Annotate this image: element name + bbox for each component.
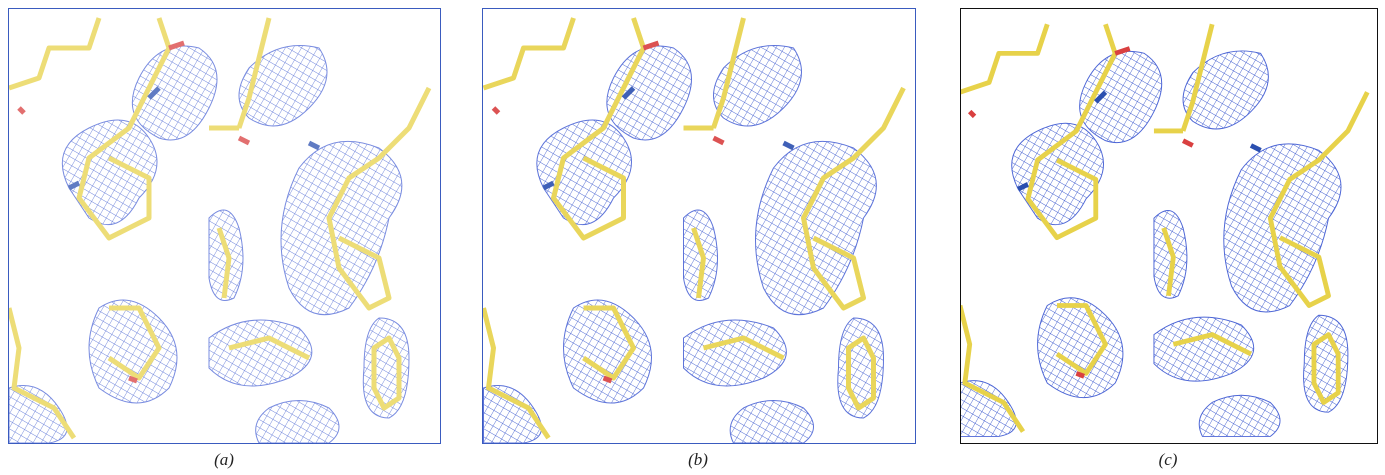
panel-label: (c) [1159,450,1178,469]
panel-c [960,8,1378,444]
panel-label: (b) [688,450,708,469]
panel-label: (a) [214,450,234,469]
panel-a [8,8,441,444]
panel-b [482,8,916,444]
